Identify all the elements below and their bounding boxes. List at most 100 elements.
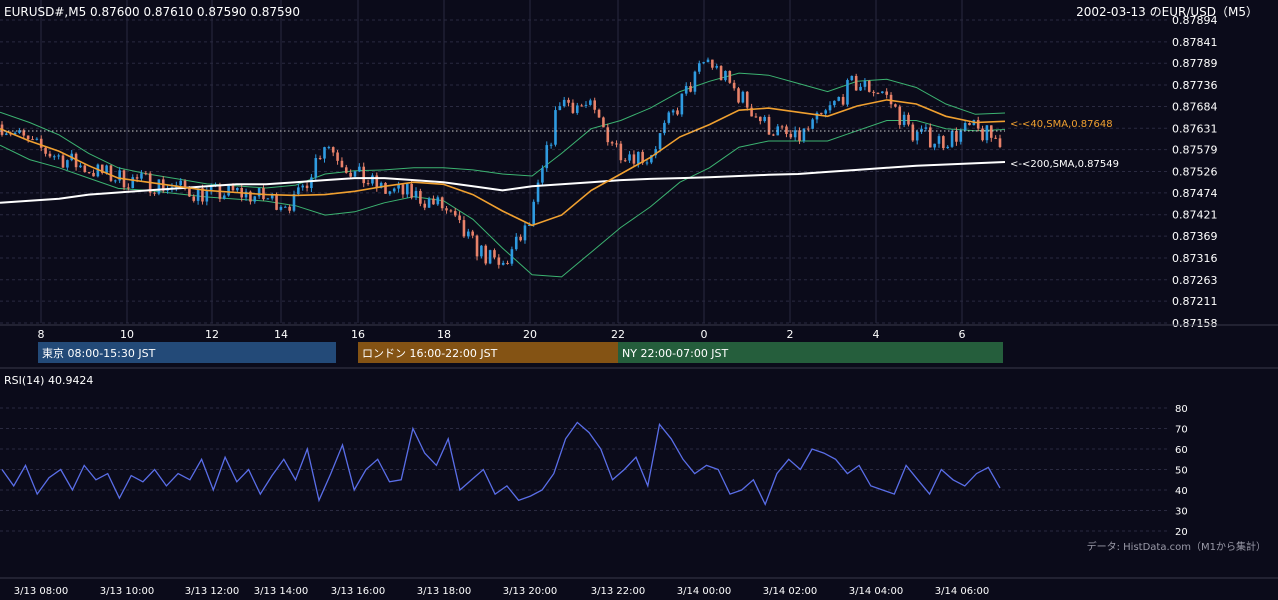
rsi-tick-label: 40 [1175,486,1188,497]
candle-body [898,106,902,125]
candle-body [445,208,448,211]
candle-body [236,187,239,191]
candle-body [641,151,644,163]
candle-body [371,175,374,184]
candle-body [824,110,827,114]
candle-body [432,198,435,205]
price-tick-label: 0.87263 [1172,274,1218,287]
candle-body [846,80,849,105]
date-pair-label: 2002-03-13 のEUR/USD（M5） [1076,5,1258,19]
candle-body [942,136,945,149]
candle-body [820,112,823,114]
price-x-tick-label: 12 [205,328,219,341]
candle-body [924,127,928,129]
candle-body [732,82,736,89]
price-y-axis: 0.87894 0.87841 0.87789 0.87736 0.87684 0.876… [1172,14,1218,330]
candle-body [702,62,705,64]
price-x-tick-label: 16 [351,328,365,341]
candle-body [127,187,130,189]
candle-body [388,191,392,194]
candle-body [131,177,135,189]
candle-body [684,86,688,94]
candle-body [222,195,226,199]
sma40-label: <-<40,SMA,0.87648 [1010,119,1113,130]
rsi-tick-label: 20 [1175,527,1188,538]
candle-body [833,100,836,106]
candle-body [310,177,313,189]
candle-body [467,231,470,237]
price-x-tick-label: 14 [274,328,288,341]
session-bars: 東京 08:00-15:30 JST ロンドン 16:00-22:00 JST … [38,342,1003,363]
candle-body [902,114,906,125]
candle-body [392,188,396,192]
candle-body [597,109,601,118]
time-tick-label: 3/13 08:00 [14,586,68,597]
candle-body [13,132,17,135]
candle-body [157,179,161,194]
session-tokyo-label: 東京 08:00-15:30 JST [42,346,156,360]
session-london-bar [358,342,618,363]
candle-body [427,198,431,208]
candle-body [580,105,583,107]
candle-body [968,122,971,126]
candle-body [453,211,457,216]
price-tick-label: 0.87369 [1172,230,1218,243]
price-tick-label: 0.87789 [1172,57,1218,70]
candle-body [318,158,322,160]
candle-body [571,102,575,113]
candle-body [933,143,936,148]
candle-body [179,180,182,186]
candle-body [109,165,113,181]
candle-body [209,186,213,191]
candle-body [480,245,483,257]
candle-body [728,70,732,83]
candle-body [44,147,47,154]
candle-body [519,236,522,241]
candle-body [754,116,758,118]
candle-body [270,194,274,199]
candle-body [493,250,496,258]
candle-body [776,126,780,136]
candle-body [872,91,875,93]
candle-body [998,138,1002,147]
candle-body [314,158,318,178]
price-x-tick-label: 0 [701,328,708,341]
rsi-tick-label: 70 [1175,425,1188,436]
candle-body [711,59,714,68]
candle-body [87,172,91,174]
time-tick-label: 3/14 04:00 [849,586,903,597]
candle-body [802,128,806,141]
candle-body [114,180,117,182]
candle-body [406,183,409,195]
candle-body [772,134,775,136]
candle-body [292,194,296,211]
data-source-label: データ: HistData.com（M1から集計） [1087,540,1266,553]
candle-body [676,110,679,115]
candle-body [379,182,383,188]
rsi-tick-label: 80 [1175,404,1188,415]
candle-body [57,155,60,157]
candle-body [863,80,867,87]
candle-body [471,231,474,236]
candle-body [440,197,444,209]
candle-body [397,184,400,189]
rsi-label: RSI(14) 40.9424 [4,374,93,387]
candle-body [31,139,34,141]
candle-body [9,133,13,135]
candle-body [854,75,858,91]
price-x-tick-label: 4 [873,328,880,341]
price-tick-label: 0.87421 [1172,209,1218,222]
candle-body [706,59,710,63]
time-tick-label: 3/14 02:00 [763,586,817,597]
candle-body [253,196,257,202]
candle-body [575,105,579,113]
session-london-label: ロンドン 16:00-22:00 JST [362,347,498,360]
candle-body [201,188,204,202]
price-x-tick-label: 18 [437,328,451,341]
candle-body [419,190,422,204]
candle-body [881,91,884,94]
candle-body [994,137,997,139]
candle-body [344,167,348,173]
candle-body [323,147,326,159]
candle-body [532,201,535,225]
